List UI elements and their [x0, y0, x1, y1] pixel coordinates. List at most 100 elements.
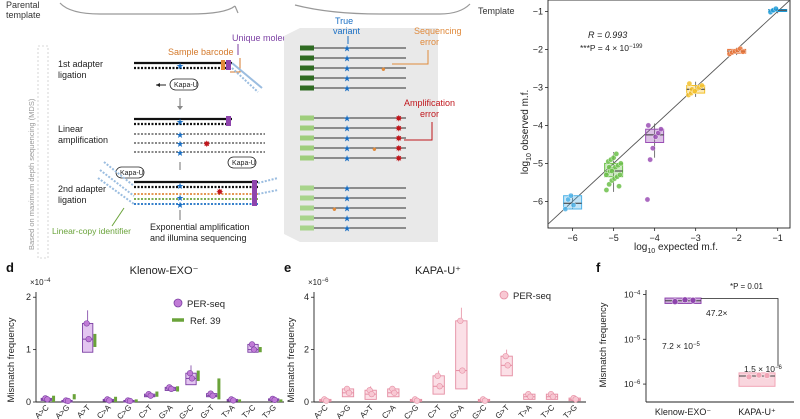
svg-text:Kapa-U: Kapa-U: [120, 170, 144, 177]
y-tick-label: 2: [26, 292, 31, 302]
category-label: C>G: [402, 403, 420, 419]
scatter-point: [565, 196, 571, 203]
scatter-point: [773, 5, 779, 12]
step-1-label-a: 1st adapter: [58, 59, 103, 69]
svg-text:★: ★: [176, 130, 184, 140]
variant-star: ★: [343, 74, 351, 84]
linear-copy-pointer: [111, 207, 125, 227]
box-point: [457, 317, 464, 324]
box-point: [572, 396, 579, 403]
box-point: [527, 393, 534, 400]
category-label: T>G: [562, 403, 580, 419]
scatter-point: [655, 130, 662, 136]
x-tick-label: −1: [773, 233, 783, 243]
read-tag: [300, 125, 314, 131]
box-point: [106, 397, 113, 404]
f-category-label: KAPA-U⁺: [738, 407, 776, 417]
mismatch-box: [455, 320, 468, 390]
read-tag: [300, 85, 314, 91]
y-tick-label: 1: [26, 345, 31, 355]
f-klenow-value: 7.2 × 10−5: [662, 341, 700, 351]
category-label: G>T: [494, 403, 512, 419]
variant-star: ★: [343, 114, 351, 124]
parental-template-label-1: Parental: [6, 0, 40, 10]
box-point: [147, 392, 154, 399]
box-point: [126, 397, 134, 405]
scatter-point: [650, 145, 656, 151]
identity-line: [547, 0, 791, 225]
scatter-point: [644, 196, 651, 203]
f-ylabel: Mismatch frequency: [598, 302, 609, 387]
klenow-legend-perseq: PER-seq: [187, 299, 225, 310]
panel-e: e KAPA-U⁺ ×10−6 Mismatch frequency PER-s…: [284, 260, 586, 419]
kapa-ylabel: Mismatch frequency: [286, 317, 297, 402]
category-label: G>C: [177, 403, 195, 419]
category-label: A>T: [358, 403, 375, 419]
box-point: [85, 336, 92, 343]
step-1-label-b: ligation: [58, 70, 87, 80]
scatter-point: [686, 80, 693, 87]
category-label: G>T: [199, 403, 217, 419]
variant-star: ★: [343, 224, 351, 234]
category-label: C>G: [115, 403, 133, 419]
true-variant-label-2: variant: [333, 26, 361, 36]
y-tick-label: −2: [533, 44, 543, 54]
f-point: [689, 297, 697, 304]
f-point: [671, 298, 679, 305]
read-tag: [300, 215, 314, 221]
f-category-label: Klenow-EXO⁻: [655, 407, 712, 417]
svg-text:✸: ✸: [203, 139, 211, 149]
scatter-point: [570, 202, 577, 208]
box-point: [230, 397, 237, 404]
variant-star: ★: [343, 184, 351, 194]
read-tag: [300, 155, 314, 161]
amp-error-mark: ✸: [395, 124, 403, 134]
x-tick-label: −4: [650, 233, 660, 243]
scatter-point: [568, 192, 574, 199]
box-point: [481, 397, 489, 404]
step-3-label-a: 2nd adapter: [58, 184, 106, 194]
category-label: C>T: [137, 403, 154, 419]
f-y-tick-label: 10−4: [624, 289, 641, 299]
box-point: [323, 397, 330, 404]
amp-error-mark: ✸: [395, 144, 403, 154]
box-point: [391, 389, 398, 396]
variant-star: ★: [343, 204, 351, 214]
amp-error-mark: ✸: [395, 154, 403, 164]
kapa-plot-area: 0 2 4 A>C A>G A>T C>A C>G C>T G>A G>C G>T T>A T>C T>G: [304, 292, 586, 419]
category-label: G>A: [157, 403, 175, 419]
f-y-tick-label: 10−6: [624, 379, 641, 389]
step-3-strands: Kapa-U ★ ★ ★ ✸: [97, 161, 279, 210]
klenow-ylabel: Mismatch frequency: [6, 317, 17, 402]
scatter-point: [691, 88, 698, 94]
variant-star: ★: [343, 64, 351, 74]
y-tick-label: −5: [533, 158, 543, 168]
scatter-point: [647, 156, 653, 163]
box-point: [83, 320, 90, 327]
read-tag: [300, 205, 314, 211]
step-2-label-a: Linear: [58, 124, 83, 134]
svg-text:✸: ✸: [216, 187, 224, 197]
amp-error-label-2: error: [420, 109, 439, 119]
read-tag: [300, 135, 314, 141]
y-tick-label: −4: [533, 120, 543, 130]
svg-text:★: ★: [176, 139, 184, 149]
template-label: Template: [478, 6, 515, 16]
f-significance-bracket: [701, 298, 779, 367]
scatter-point: [618, 160, 624, 167]
variant-star: ★: [343, 124, 351, 134]
f-point: [745, 373, 753, 381]
scatter-point: [740, 48, 746, 55]
f-point: [763, 372, 771, 379]
box-point: [64, 397, 72, 405]
scatter-frame: [547, 0, 791, 229]
category-label: T>C: [240, 403, 257, 419]
scatter-point: [603, 171, 610, 178]
variant-star: ★: [343, 44, 351, 54]
f-y-tick-label: 10−5: [624, 334, 641, 344]
scatter-ylabel: log10 observed m.f.: [520, 90, 533, 175]
linear-copy-label: Linear-copy identifier: [52, 226, 131, 236]
box-point: [209, 392, 216, 399]
box-point: [504, 362, 511, 369]
